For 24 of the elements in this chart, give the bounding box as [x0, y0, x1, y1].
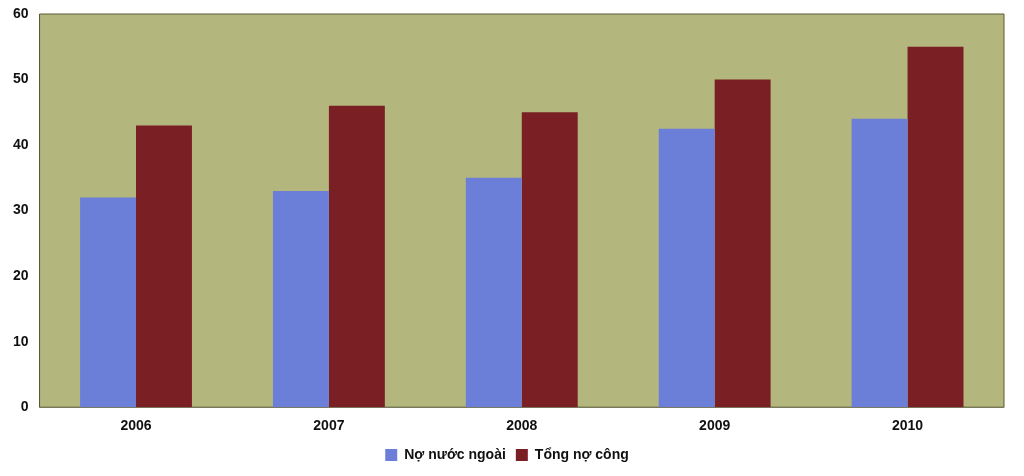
x-tick-label: 2008 [506, 417, 538, 434]
bar [521, 112, 578, 408]
bar [328, 105, 385, 408]
legend-label: Tổng nợ công [534, 445, 629, 462]
bar [714, 79, 771, 408]
legend-label: Nợ nước ngoài [404, 445, 506, 462]
y-tick-label: 40 [12, 135, 29, 152]
y-tick-label: 20 [12, 266, 29, 283]
bar [851, 118, 908, 408]
bar [80, 197, 137, 408]
y-tick-label: 0 [20, 398, 29, 415]
x-tick-label: 2006 [120, 417, 152, 434]
y-tick-label: 10 [12, 332, 29, 349]
bar [272, 190, 329, 408]
x-tick-label: 2009 [699, 417, 731, 434]
bar [465, 177, 522, 408]
x-tick-label: 2007 [313, 417, 345, 434]
y-tick-label: 50 [12, 70, 29, 87]
bar [907, 46, 964, 408]
x-tick-label: 2010 [891, 417, 924, 434]
bar [136, 125, 192, 408]
y-tick-label: 30 [12, 201, 29, 218]
bar [658, 128, 715, 408]
y-tick-label: 60 [12, 4, 29, 21]
